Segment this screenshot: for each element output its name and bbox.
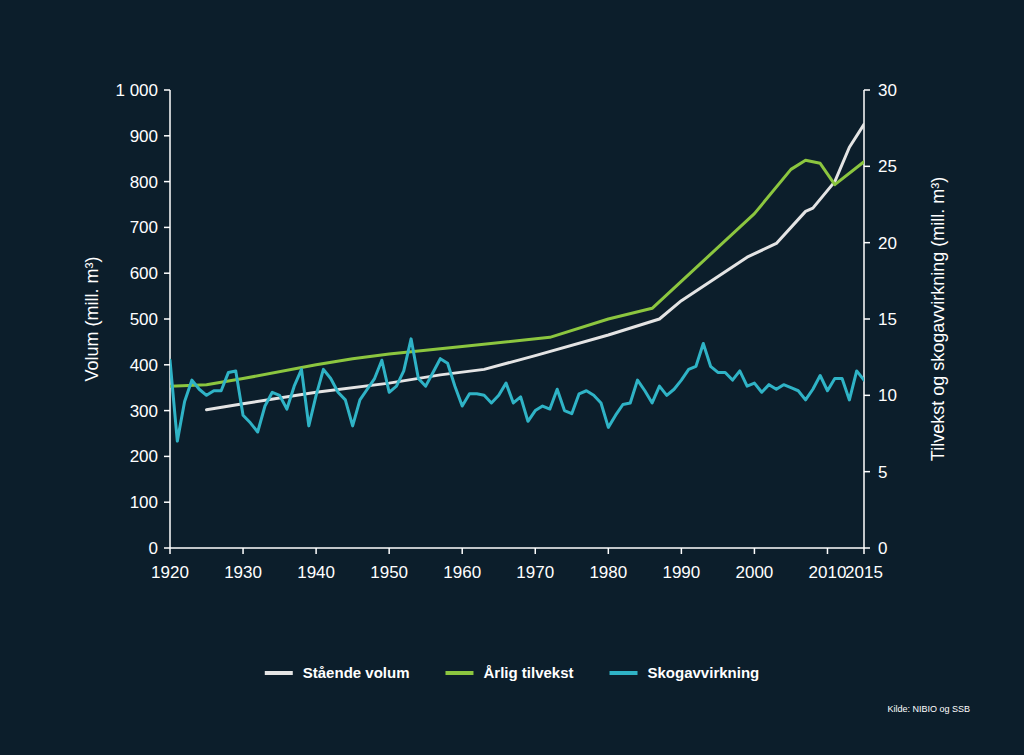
x-tick (608, 548, 610, 554)
x-tick-label: 1920 (151, 563, 189, 582)
y-tick (164, 318, 170, 320)
legend-swatch (610, 671, 638, 675)
y2-tick (864, 166, 870, 168)
legend-swatch (445, 671, 473, 675)
series-line (170, 339, 864, 441)
x-tick-label: 1970 (516, 563, 554, 582)
y-tick-label: 400 (130, 356, 158, 375)
y2-tick-label: 25 (878, 157, 897, 176)
x-axis-line (170, 547, 864, 549)
chart: 0 100 200 300 400 500 600 700 800 900 1 000 0 5 10 15 2… (0, 0, 1024, 755)
series-line (170, 160, 864, 386)
x-tick (242, 548, 244, 554)
plot-area (170, 124, 864, 441)
y2-tick (864, 89, 870, 91)
x-tick-label: 1940 (297, 563, 335, 582)
y2-tick (864, 547, 870, 549)
x-tick (681, 548, 683, 554)
legend-label: Skogavvirkning (648, 664, 760, 681)
y2-tick (864, 395, 870, 397)
x-tick-label: 1960 (443, 563, 481, 582)
y2-tick (864, 471, 870, 473)
y-tick-label: 100 (130, 493, 158, 512)
y-tick (164, 364, 170, 366)
y-tick-label: 500 (130, 310, 158, 329)
x-tick-label: 2010 (809, 563, 847, 582)
x-tick (388, 548, 390, 554)
y-tick (164, 181, 170, 183)
x-tick-label: 2000 (736, 563, 774, 582)
y2-tick-label: 5 (878, 463, 887, 482)
y-tick (164, 410, 170, 412)
legend-swatch (265, 671, 293, 675)
x-tick-label: 1930 (224, 563, 262, 582)
y-tick-label: 1 000 (115, 81, 158, 100)
y-tick (164, 227, 170, 229)
y-tick-label: 0 (149, 539, 158, 558)
y-tick-label: 700 (130, 218, 158, 237)
y2-tick (864, 318, 870, 320)
y-tick (164, 89, 170, 91)
y-tick-label: 300 (130, 402, 158, 421)
x-tick (169, 548, 171, 554)
y2-tick-label: 30 (878, 81, 897, 100)
x-tick (754, 548, 756, 554)
y2-tick-label: 0 (878, 539, 887, 558)
y-tick-label: 900 (130, 127, 158, 146)
y2-tick-label: 10 (878, 386, 897, 405)
x-tick (827, 548, 829, 554)
x-tick (535, 548, 537, 554)
x-tick-label: 1950 (370, 563, 408, 582)
y-tick (164, 135, 170, 137)
legend-label: Stående volum (303, 664, 410, 681)
y-tick (164, 272, 170, 274)
y-tick (164, 456, 170, 458)
legend-label: Årlig tilvekst (483, 664, 573, 681)
y2-axis-title: Tilvekst og skogavvirkning (mill. m³) (928, 177, 948, 461)
y-tick-label: 200 (130, 447, 158, 466)
y2-tick-label: 20 (878, 234, 897, 253)
y-tick-label: 800 (130, 173, 158, 192)
legend: Stående volum Årlig tilvekst Skogavvirknin… (265, 664, 759, 681)
x-tick-label: 1990 (662, 563, 700, 582)
x-tick-label: 1980 (589, 563, 627, 582)
x-tick (315, 548, 317, 554)
x-tick (461, 548, 463, 554)
y-axis-title: Volum (mill. m³) (82, 257, 102, 382)
y2-tick-label: 15 (878, 310, 897, 329)
y2-tick (864, 242, 870, 244)
y-tick-label: 600 (130, 264, 158, 283)
y-tick (164, 547, 170, 549)
y-tick (164, 501, 170, 503)
source: Kilde: NIBIO og SSB (887, 704, 970, 714)
x-tick-label: 2015 (845, 563, 883, 582)
background (0, 0, 1024, 755)
x-tick (863, 548, 865, 554)
